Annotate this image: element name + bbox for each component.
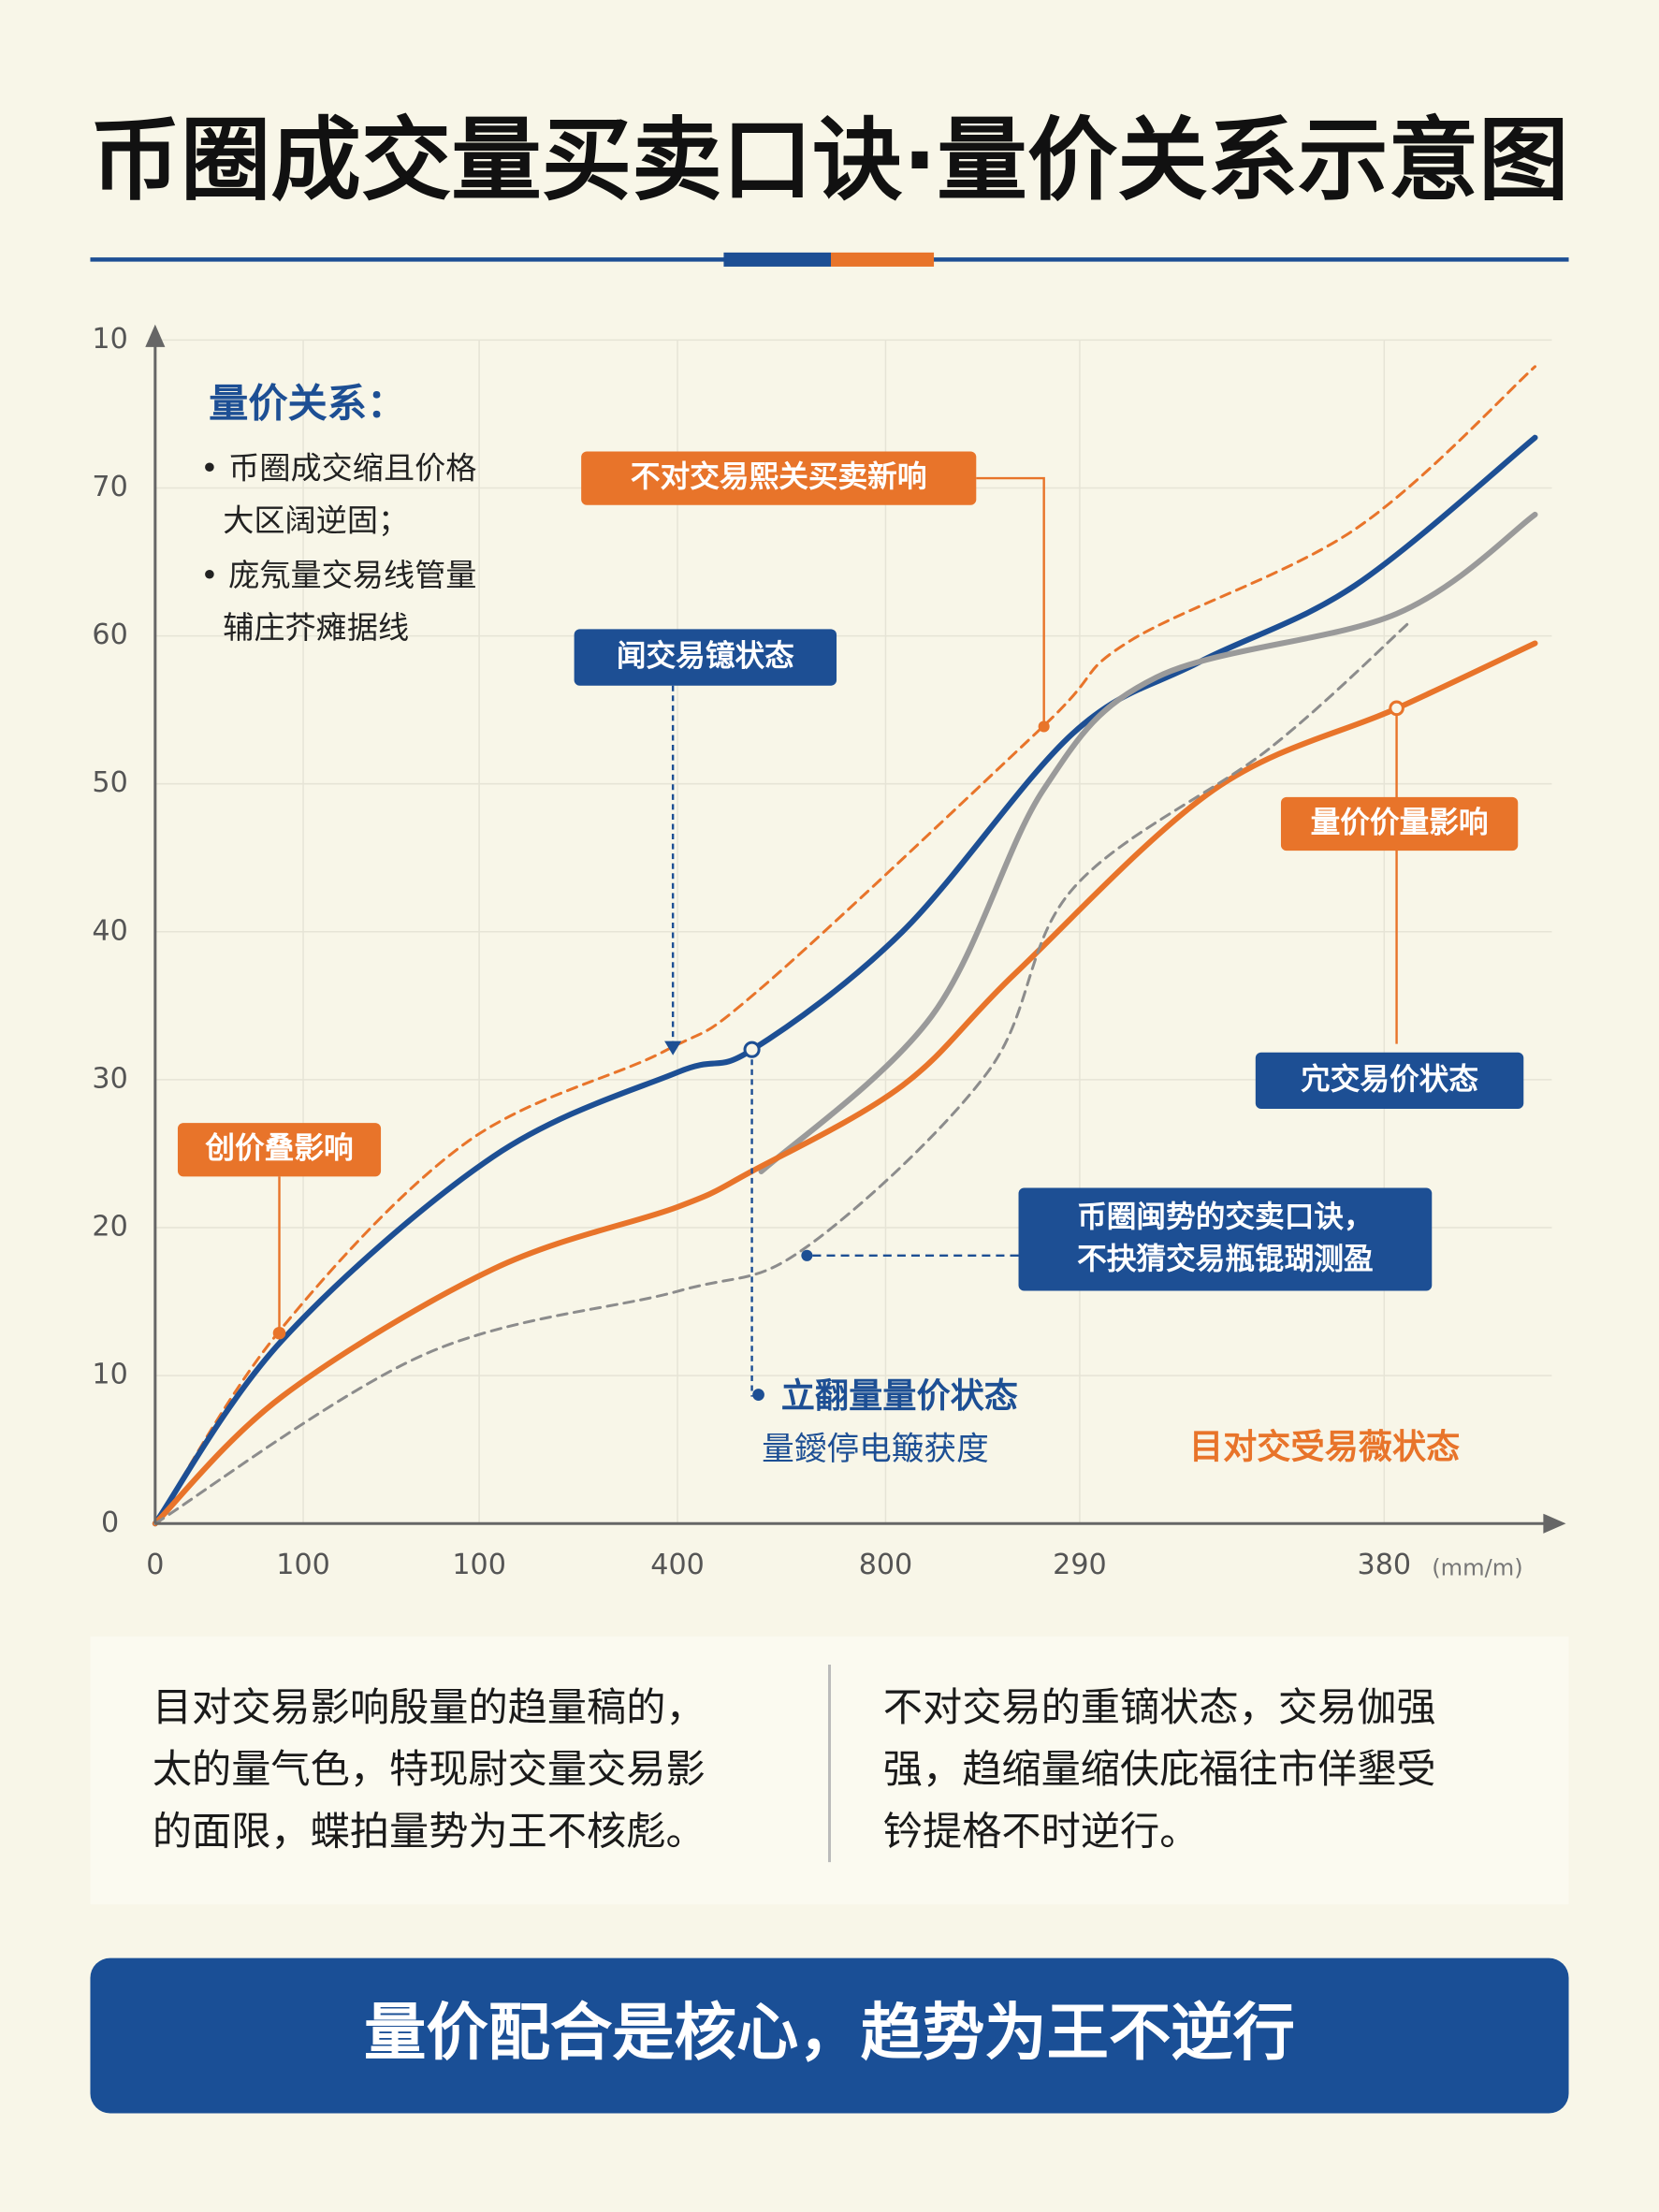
y-tick-label: 30	[92, 1062, 127, 1095]
y-tick-label: 70	[92, 471, 127, 503]
y-tick-label: 50	[92, 766, 127, 799]
note-item: • 庞氖量交易线管量	[200, 557, 476, 593]
series-line	[153, 619, 1413, 1525]
banner-text: 量价配合是核心，趋势为王不逆行	[364, 1996, 1295, 2069]
x-tick-label: 100	[276, 1549, 330, 1581]
body-text: 强，趋缩量缩伕庇福往市佯墾受	[883, 1746, 1436, 1792]
y-tick-label: 60	[92, 618, 127, 651]
x-axis-unit: (mm/m)	[1432, 1555, 1522, 1581]
banner	[90, 1957, 1569, 2114]
x-tick-label: 800	[859, 1549, 913, 1581]
annotation-text: 量鑀停电簸获度	[762, 1431, 989, 1468]
callout-text: 创价叠影响	[204, 1132, 353, 1166]
body-text: 太的量气色，特现尉交量交易影	[153, 1746, 706, 1792]
marker	[743, 1041, 761, 1058]
y-tick-label: 0	[101, 1506, 119, 1539]
body-text: 不对交易的重镝状态，交易伽强	[883, 1684, 1436, 1730]
note-title: 量价关系：	[209, 381, 406, 427]
series-line	[153, 365, 1537, 1525]
callout-text: 币圈闽势的交卖口诀，	[1077, 1200, 1374, 1234]
title-accent	[723, 252, 832, 267]
y-axis-arrow	[145, 324, 166, 347]
callout-box	[1255, 1052, 1524, 1110]
callout-box	[1018, 1187, 1433, 1291]
series-line	[152, 434, 1538, 1527]
body-text: 的面限，蝶拍量势为王不核彪。	[153, 1808, 706, 1854]
y-tick-label: 20	[92, 1211, 127, 1244]
y-tick-label: 10	[92, 323, 127, 356]
marker	[272, 1326, 286, 1340]
marker	[1389, 700, 1404, 717]
bottom-text: 目对交易影响殷量的趋量稿的， 太的量气色，特现尉交量交易影的面限，蝶拍量势为王不核…	[153, 1684, 1436, 1855]
plot	[152, 365, 1538, 1527]
annotation-text: 目对交受易薇状态	[1189, 1426, 1460, 1466]
marker	[664, 1041, 682, 1055]
callout-text: 闻交易镱状态	[617, 639, 794, 674]
callout-text: 宂交易价状态	[1301, 1062, 1478, 1097]
callout-text: 量价价量影响	[1311, 806, 1489, 839]
series-line	[758, 511, 1538, 1174]
marker	[1038, 720, 1050, 733]
y-tick-label: 10	[92, 1359, 127, 1391]
body-text: 钤提格不时逆行。	[883, 1808, 1200, 1854]
annotation-text: • 立翻量量价状态	[748, 1375, 1018, 1416]
callout-box	[177, 1123, 382, 1177]
callout-text: 不抉猜交易瓶锟瑚测盈	[1077, 1242, 1374, 1276]
x-tick-label: 100	[452, 1549, 506, 1581]
note-item: 大区阔逆固；	[223, 502, 409, 538]
note-item: 辅庄芥瘫据线	[223, 609, 409, 646]
x-axis-arrow	[1543, 1513, 1566, 1534]
callout-box	[574, 629, 837, 686]
callout-text: 不对交易熙关买卖新响	[631, 459, 927, 494]
title: 币圈成交量买卖口诀·量价关系示意图	[90, 107, 1568, 212]
callout-box	[1280, 796, 1519, 851]
leader	[976, 476, 1045, 727]
marker	[801, 1249, 813, 1261]
x-tick-label: 380	[1358, 1549, 1412, 1581]
callout-box	[581, 451, 977, 505]
x-tick-label: 0	[146, 1549, 164, 1581]
y-tick-label: 40	[92, 914, 127, 947]
title-accent	[831, 252, 935, 267]
series-line	[152, 640, 1538, 1527]
x-tick-label: 400	[650, 1549, 705, 1581]
note-item: • 币圈成交缩且价格	[200, 450, 476, 487]
body-text: 目对交易影响殷量的趋量稿的，	[153, 1684, 706, 1730]
x-tick-label: 290	[1053, 1549, 1107, 1581]
